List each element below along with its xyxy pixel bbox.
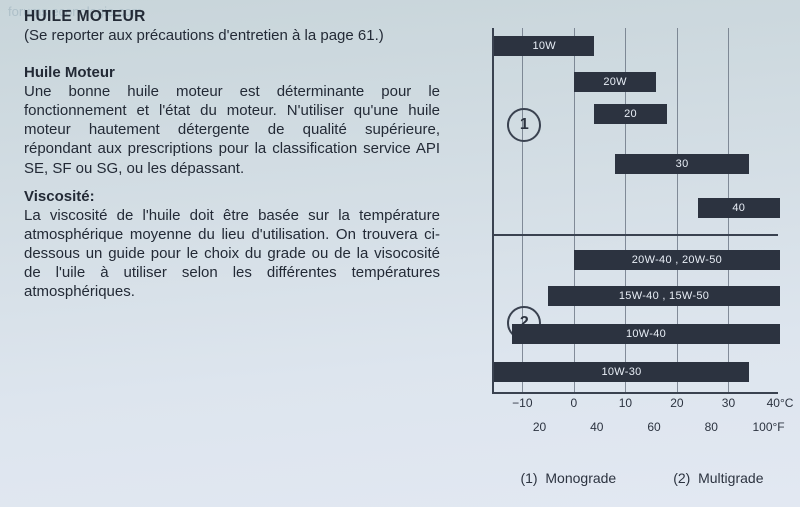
oil-grade-bar: 30 [615, 154, 749, 174]
chart-section-divider [494, 234, 778, 236]
paragraph-oil-quality: Une bonne huile moteur est déterminante … [24, 82, 440, 178]
legend-multigrade: (2) Multigrade [673, 470, 763, 486]
legend-monograde: (1) Monograde [520, 470, 616, 486]
oil-grade-bar: 10W-40 [512, 324, 780, 344]
oil-viscosity-chart: 1210W20W20304020W-40 , 20W-5015W-40 , 15… [492, 28, 792, 394]
paragraph-viscosity: La viscosité de l'huile doit être basée … [24, 206, 440, 302]
subheading-oil: Huile Moteur [24, 64, 440, 81]
oil-grade-bar: 20W [574, 72, 656, 92]
x-tick-fahrenheit: 80 [705, 420, 718, 434]
x-tick-fahrenheit: 60 [647, 420, 660, 434]
oil-grade-bar: 10W [494, 36, 594, 56]
viscosity-label: Viscosité: [24, 188, 440, 205]
x-tick-celsius: 0 [571, 396, 578, 410]
oil-grade-bar: 20W-40 , 20W-50 [574, 250, 780, 270]
x-tick-fahrenheit: 100°F [752, 420, 784, 434]
x-tick-celsius: 30 [722, 396, 735, 410]
x-tick-celsius: −10 [512, 396, 532, 410]
manual-page: forums.econologie.com HUILE MOTEUR (Se r… [0, 0, 800, 507]
oil-grade-bar: 10W-30 [494, 362, 749, 382]
section-marker-1: 1 [507, 108, 541, 142]
x-unit-celsius: 40°C [767, 396, 794, 410]
text-column: HUILE MOTEUR (Se reporter aux précaution… [24, 8, 440, 312]
oil-grade-bar: 20 [594, 104, 666, 124]
x-tick-celsius: 10 [619, 396, 632, 410]
x-tick-fahrenheit: 40 [590, 420, 603, 434]
page-reference: (Se reporter aux précautions d'entretien… [24, 27, 440, 46]
section-title: HUILE MOTEUR [24, 8, 440, 26]
chart-plot-area: 1210W20W20304020W-40 , 20W-5015W-40 , 15… [492, 28, 778, 394]
x-tick-celsius: 20 [670, 396, 683, 410]
x-tick-fahrenheit: 20 [533, 420, 546, 434]
oil-grade-bar: 15W-40 , 15W-50 [548, 286, 780, 306]
chart-legend: (1) Monograde (2) Multigrade [492, 470, 792, 486]
oil-grade-bar: 40 [698, 198, 780, 218]
